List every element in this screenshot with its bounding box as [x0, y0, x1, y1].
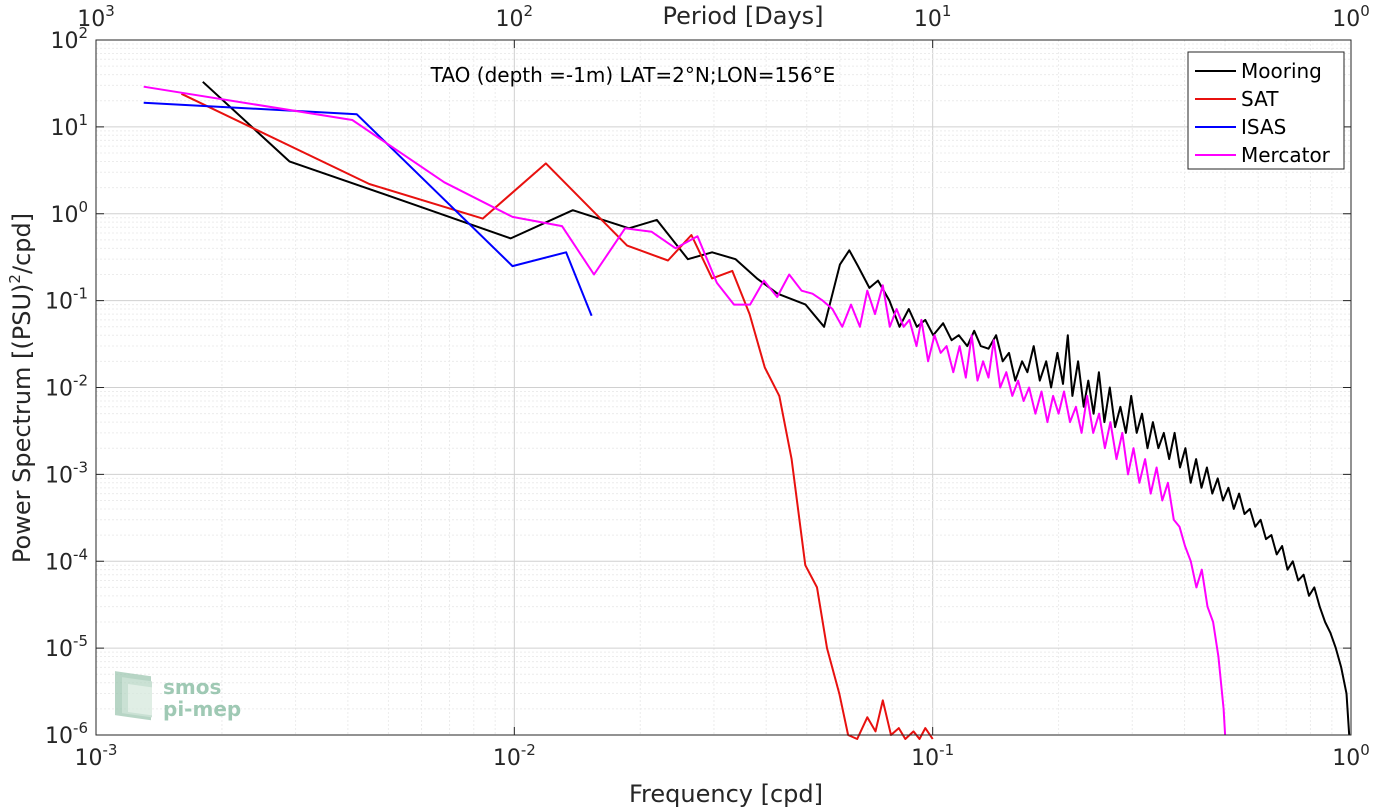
x2-tick-label: 101	[914, 2, 952, 32]
y-tick-label: 100	[50, 198, 88, 228]
y-tick-label: 10-4	[45, 545, 88, 575]
y-tick-label: 10-6	[45, 719, 88, 749]
legend-label-isas: ISAS	[1241, 115, 1286, 139]
x2-tick-label: 103	[77, 2, 115, 32]
series-line-mercator	[143, 85, 1227, 736]
series-group	[143, 81, 1351, 740]
smos-pi-mep-logo: smos pi-mep	[115, 671, 241, 721]
x2-tick-label: 100	[1332, 2, 1370, 32]
y-tick-label: 102	[50, 24, 88, 54]
y-tick-label: 101	[50, 111, 88, 141]
y-tick-label: 10-1	[45, 285, 88, 315]
series-line-sat	[180, 92, 934, 740]
y-axis-label: Power Spectrum [(PSU)2/cpd]	[6, 213, 36, 563]
x-tick-label: 10-2	[493, 741, 536, 771]
x-tick-label: 10-1	[911, 741, 954, 771]
legend: Mooring SAT ISAS Mercator	[1187, 51, 1345, 170]
legend-label-mercator: Mercator	[1241, 143, 1331, 167]
y-tick-label: 10-5	[45, 632, 88, 662]
y-tick-label: 10-2	[45, 372, 88, 402]
y-tick-label: 10-3	[45, 458, 88, 488]
x-tick-label: 100	[1332, 741, 1370, 771]
x-axis-label: Frequency [cpd]	[629, 780, 823, 808]
legend-label-sat: SAT	[1241, 87, 1279, 111]
series-line-mooring	[202, 81, 1351, 736]
logo-text-smos: smos	[163, 675, 221, 699]
chart-title: TAO (depth =-1m) LAT=2°N;LON=156°E	[430, 63, 836, 87]
x-tick-label: 10-3	[75, 741, 118, 771]
x2-axis-label: Period [Days]	[662, 2, 823, 30]
logo-tile-front	[128, 683, 152, 716]
x2-tick-label: 102	[496, 2, 534, 32]
legend-label-mooring: Mooring	[1241, 59, 1322, 83]
logo-text-pi-mep: pi-mep	[163, 697, 241, 721]
grid	[95, 40, 1351, 736]
